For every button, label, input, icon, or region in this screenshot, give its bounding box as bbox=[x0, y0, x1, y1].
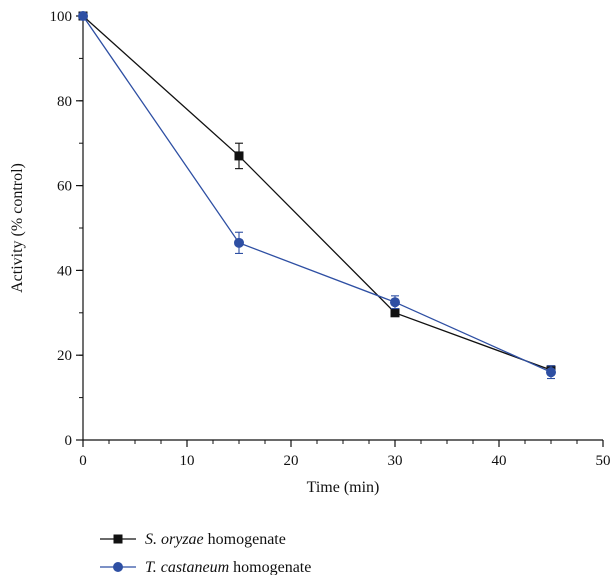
series-layer bbox=[78, 11, 556, 380]
y-tick-label: 40 bbox=[57, 263, 72, 279]
data-point-circle bbox=[546, 367, 556, 378]
series-line bbox=[82, 15, 552, 371]
series-2 bbox=[78, 11, 556, 380]
series-1 bbox=[78, 11, 556, 375]
legend-label-suffix: homogenate bbox=[204, 531, 286, 548]
x-tick-label: 50 bbox=[596, 453, 611, 469]
legend-label-suffix: homogenate bbox=[229, 559, 311, 575]
x-tick-label: 0 bbox=[79, 453, 87, 469]
x-tick-label: 40 bbox=[492, 453, 507, 469]
y-tick-label: 100 bbox=[50, 9, 73, 25]
y-tick-label: 60 bbox=[57, 179, 72, 195]
y-tick-label: 0 bbox=[65, 433, 73, 449]
legend-label-species: T. castaneum bbox=[145, 559, 229, 575]
data-point-circle bbox=[390, 297, 400, 308]
y-tick-label: 80 bbox=[57, 94, 72, 110]
legend-item-1: S. oryzae homogenate bbox=[100, 531, 286, 548]
legend-label: T. castaneum homogenate bbox=[145, 559, 311, 575]
axes: 0 10 20 30 40 50 0 20 40 60 80 100 Time (min) Activit… bbox=[9, 9, 611, 496]
x-tick-label: 10 bbox=[180, 453, 195, 469]
data-point-square bbox=[390, 308, 400, 318]
series-line bbox=[82, 15, 552, 373]
legend-label: S. oryzae homogenate bbox=[145, 531, 286, 548]
y-tick-label: 20 bbox=[57, 348, 72, 364]
legend-marker-circle bbox=[113, 562, 123, 572]
legend-item-2: T. castaneum homogenate bbox=[100, 559, 311, 575]
data-point-circle bbox=[234, 237, 244, 248]
data-point-circle bbox=[78, 11, 88, 21]
x-axis-label: Time (min) bbox=[307, 479, 380, 496]
x-tick-label: 30 bbox=[388, 453, 403, 469]
data-point-square bbox=[234, 151, 244, 161]
x-tick-label: 20 bbox=[284, 453, 299, 469]
legend-marker-square bbox=[113, 534, 123, 544]
y-axis-label: Activity (% control) bbox=[9, 163, 26, 293]
legend-label-species: S. oryzae bbox=[145, 531, 204, 548]
